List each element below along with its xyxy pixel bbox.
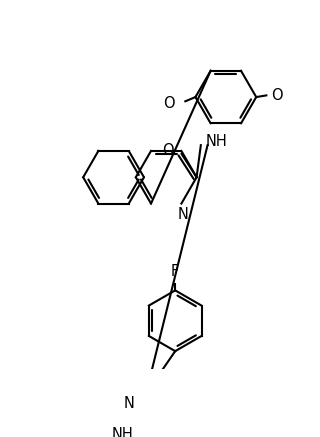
Text: O: O [163, 96, 174, 111]
Text: N: N [123, 396, 134, 411]
Text: O: O [271, 88, 282, 103]
Text: NH: NH [112, 427, 134, 437]
Text: O: O [162, 143, 174, 158]
Text: N: N [178, 207, 188, 222]
Text: NH: NH [205, 134, 227, 149]
Text: F: F [171, 264, 179, 278]
